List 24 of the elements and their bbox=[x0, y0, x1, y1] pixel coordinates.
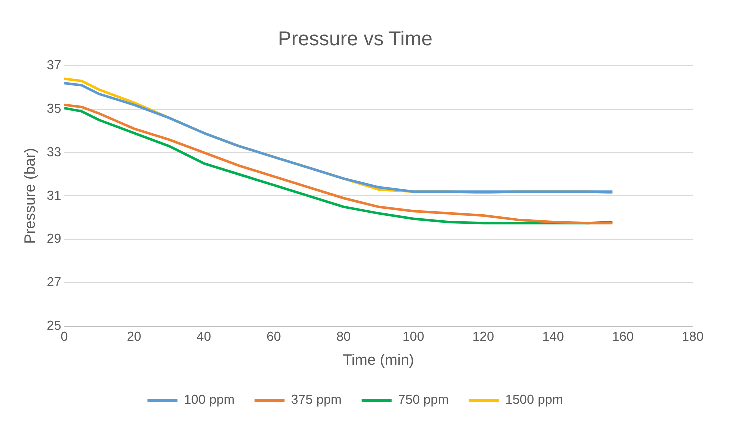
y-tick-label: 35 bbox=[46, 100, 62, 116]
x-tick-label: 100 bbox=[402, 328, 424, 344]
x-tick-label: 20 bbox=[127, 328, 142, 344]
legend-label: 375 ppm bbox=[291, 392, 342, 408]
legend-label: 1500 ppm bbox=[505, 392, 564, 408]
x-tick-label: 140 bbox=[542, 328, 564, 344]
x-tick-label: 40 bbox=[196, 328, 212, 344]
y-tick-label: 37 bbox=[46, 58, 62, 73]
y-tick-label: 27 bbox=[46, 274, 62, 290]
y-tick-label: 33 bbox=[46, 144, 62, 160]
y-tick-label: 25 bbox=[46, 318, 62, 333]
legend-label: 100 ppm bbox=[184, 392, 235, 408]
x-tick-label: 0 bbox=[60, 328, 68, 344]
y-axis-title: Pressure (bar) bbox=[22, 148, 40, 244]
x-tick-label: 80 bbox=[336, 328, 352, 344]
x-tick-label: 120 bbox=[472, 328, 494, 344]
y-tick-label: 31 bbox=[46, 188, 62, 203]
y-tick-label: 29 bbox=[46, 231, 62, 246]
chart-title: Pressure vs Time bbox=[278, 28, 433, 51]
x-tick-label: 60 bbox=[266, 328, 282, 344]
legend-label: 750 ppm bbox=[398, 392, 449, 408]
x-axis-title: Time (min) bbox=[343, 352, 414, 370]
x-tick-label: 160 bbox=[612, 328, 634, 344]
x-tick-label: 180 bbox=[682, 328, 704, 344]
